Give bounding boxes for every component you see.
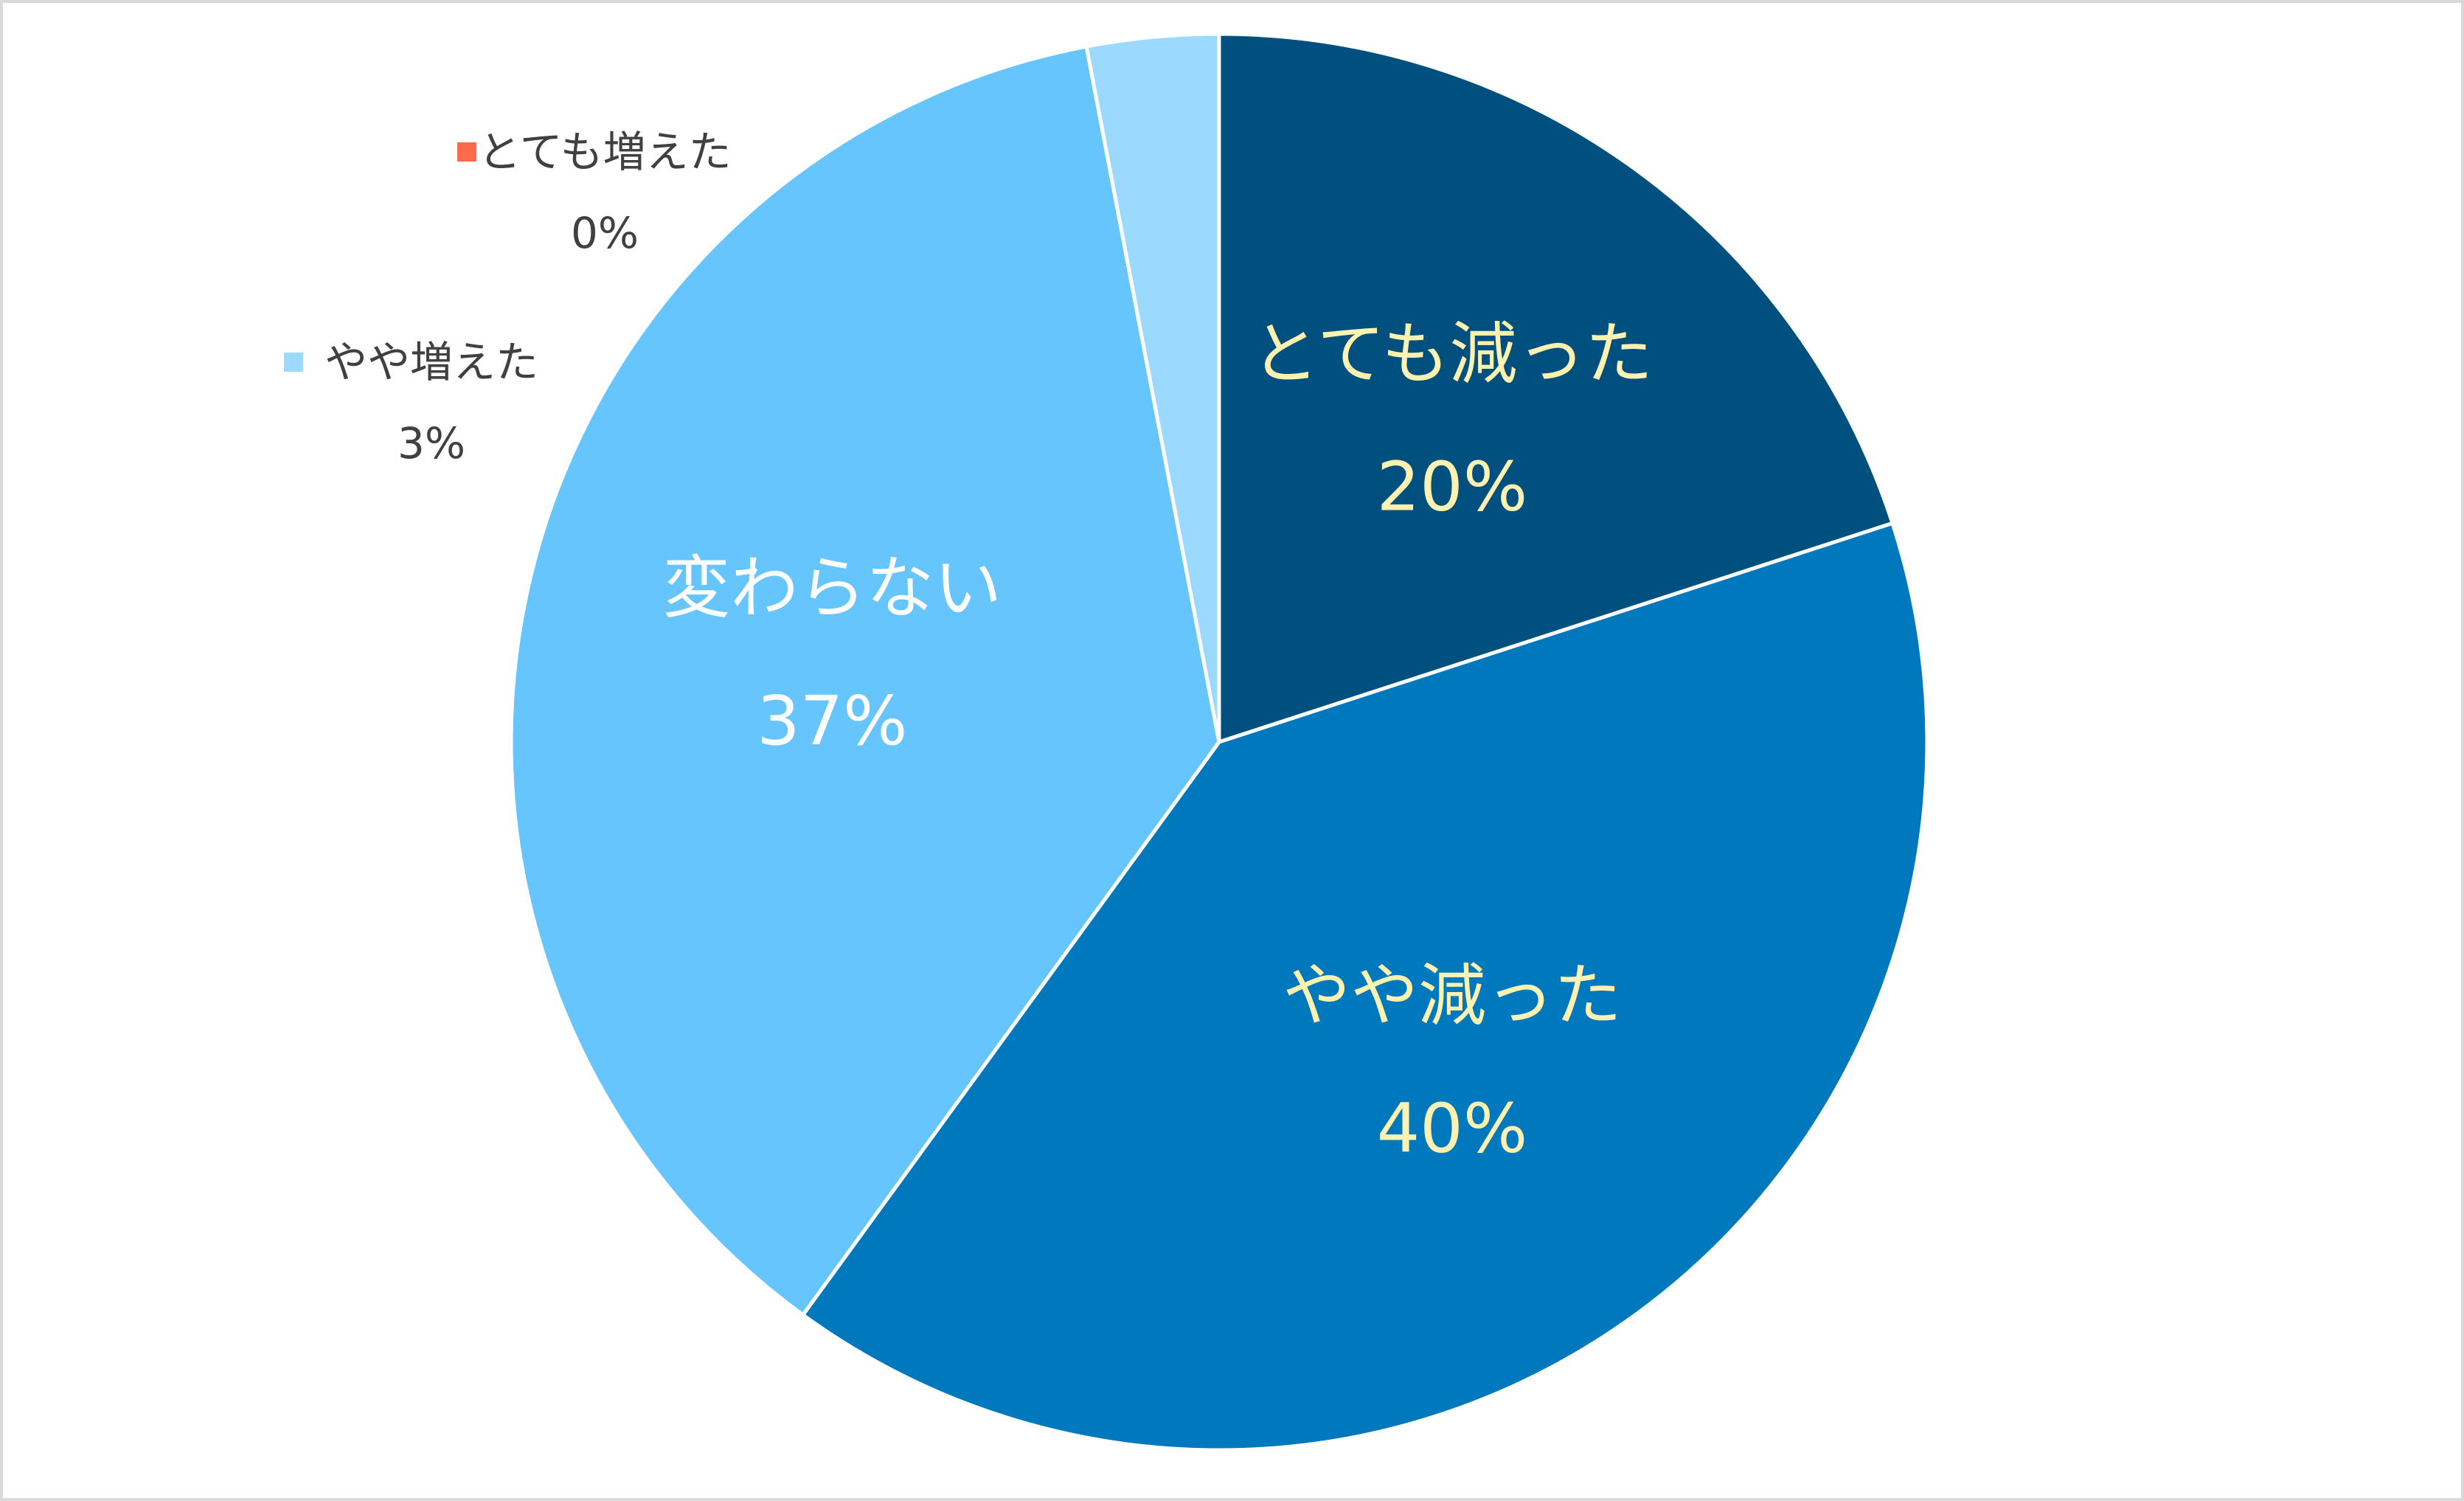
- slice-label-name: やや減った: [1283, 956, 1622, 1035]
- legend-marker: [457, 142, 476, 162]
- pie-slice: [1217, 32, 1895, 745]
- pie-slice: [509, 44, 1221, 1318]
- slice-label-value: 20%: [1377, 447, 1527, 526]
- slice-label-value: 37%: [757, 682, 907, 760]
- slice-label-name: とても増えた: [478, 127, 731, 177]
- slice-label-name: とても減った: [1252, 314, 1653, 393]
- slice-label-name: 変わらない: [662, 549, 1002, 628]
- slice-label-name: やや増えた: [325, 337, 538, 387]
- slice-label-value: 40%: [1377, 1089, 1527, 1168]
- labels: とても減った 20% やや減った 40% 変わらない 37% やや増えた 3% とても増えた 0%: [284, 127, 1653, 1168]
- slice-label-value: 0%: [571, 208, 639, 258]
- pie: [509, 32, 1929, 1452]
- legend-marker: [284, 353, 303, 372]
- pie-slice: [800, 521, 1929, 1452]
- slice-label-value: 3%: [398, 418, 465, 468]
